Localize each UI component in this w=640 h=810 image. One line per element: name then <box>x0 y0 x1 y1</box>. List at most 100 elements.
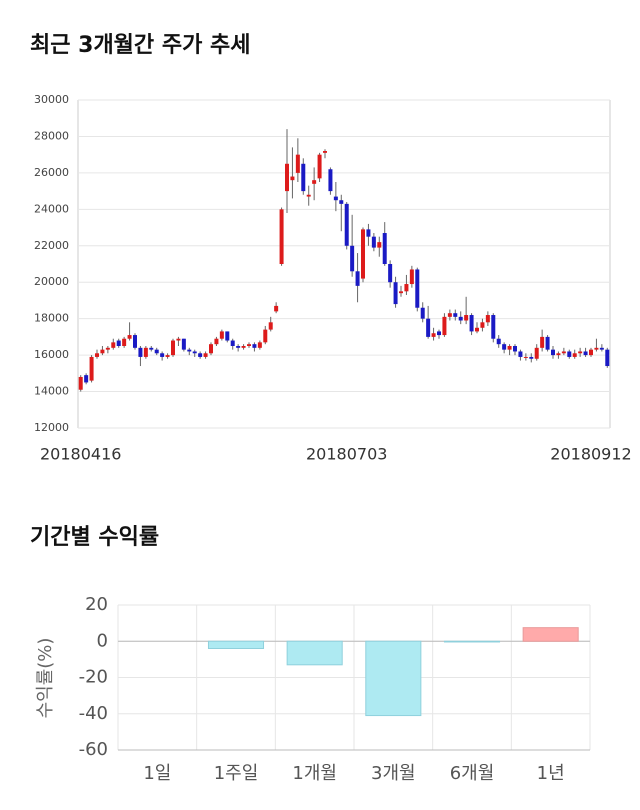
candle-body <box>355 271 360 286</box>
candle-body <box>225 331 230 341</box>
candle-body <box>192 351 197 354</box>
x-tick-label: 1개월 <box>292 763 337 784</box>
candle-body <box>306 194 311 197</box>
candle-body <box>518 351 523 357</box>
candle-body <box>100 349 105 354</box>
candle-body <box>399 291 403 294</box>
y-tick-label: 30000 <box>34 93 69 106</box>
bar <box>365 640 422 717</box>
candle-body <box>219 331 224 339</box>
candle-body <box>257 342 262 348</box>
section-title: 최근 3개월간 주가 추세 <box>30 33 250 58</box>
candle-body <box>214 338 219 345</box>
candle-body <box>556 353 561 356</box>
candle-body <box>561 351 566 354</box>
candle-body <box>187 349 192 352</box>
y-tick-label: -40 <box>79 703 108 724</box>
candle-body <box>572 353 577 357</box>
candle-body <box>247 344 251 346</box>
candle-body <box>268 322 273 330</box>
candle-body <box>523 356 528 358</box>
candle-body <box>420 307 425 319</box>
candle-body <box>447 313 452 317</box>
candle-body <box>599 347 604 350</box>
candle-body <box>149 347 154 350</box>
candle-body <box>285 163 289 192</box>
candle-body <box>409 269 414 285</box>
candle-body <box>328 169 333 192</box>
candle-body <box>404 284 409 292</box>
candle-body <box>89 356 94 381</box>
x-tick-label: 6개월 <box>450 763 495 784</box>
candle-body <box>578 351 583 354</box>
candle-body <box>143 347 148 357</box>
candle-body <box>203 353 208 357</box>
candle-body <box>290 176 295 181</box>
candle-body <box>589 349 593 356</box>
candle-body <box>274 305 279 312</box>
x-tick-label: 3개월 <box>371 763 416 784</box>
y-tick-label: -20 <box>79 667 108 688</box>
y-tick-label: 28000 <box>34 129 69 142</box>
candle-body <box>388 264 393 283</box>
x-tick-label: 1일 <box>143 763 171 784</box>
candle-body <box>95 353 99 357</box>
x-tick-label: 20180912 <box>550 445 631 464</box>
candle-body <box>496 338 501 345</box>
candle-body <box>301 163 306 192</box>
candle-body <box>241 346 246 348</box>
candle-body <box>181 338 186 350</box>
x-tick-label: 1년 <box>537 763 565 784</box>
candle-body <box>263 329 268 343</box>
candle-body <box>236 346 241 348</box>
candle-body <box>198 353 203 357</box>
candle-body <box>350 245 355 272</box>
candle-body <box>160 353 165 357</box>
candle-body <box>551 349 555 356</box>
bar <box>207 640 265 649</box>
candle-body <box>84 375 89 383</box>
candle-body <box>583 351 588 356</box>
candle-body <box>127 335 132 339</box>
x-tick-label: 1주일 <box>214 763 259 784</box>
y-tick-label: 22000 <box>34 239 69 252</box>
candle-body <box>133 335 137 348</box>
candle-body <box>534 347 539 359</box>
candle-body <box>317 154 322 179</box>
candle-body <box>361 229 365 279</box>
y-tick-label: 20000 <box>34 275 69 288</box>
bar <box>286 640 343 666</box>
y-tick-label: 16000 <box>34 348 69 361</box>
candle-body <box>333 196 338 201</box>
candle-body <box>154 349 159 354</box>
candle-body <box>209 344 213 354</box>
candle-body <box>567 351 572 357</box>
candle-body <box>464 315 469 321</box>
y-tick-label: 14000 <box>34 385 69 398</box>
candle-body <box>176 338 181 341</box>
candle-body <box>382 233 387 264</box>
candle-body <box>116 340 121 346</box>
candle-body <box>230 340 235 346</box>
candle-body <box>453 313 458 317</box>
bar <box>443 640 501 643</box>
y-tick-label: -60 <box>79 739 108 760</box>
candle-body <box>295 154 300 173</box>
candle-body <box>540 336 545 348</box>
candle-body <box>344 203 349 246</box>
candle-body <box>469 315 474 332</box>
candle-body <box>377 242 382 248</box>
candle-body <box>458 316 463 321</box>
candle-body <box>366 229 371 237</box>
candle-body <box>312 180 317 184</box>
candle-body <box>171 340 175 356</box>
candle-body <box>480 322 485 328</box>
candle-body <box>437 331 441 336</box>
candle-body <box>339 200 344 204</box>
candle-body <box>323 151 327 153</box>
candle-body <box>122 338 127 346</box>
candle-body <box>431 333 436 337</box>
candle-body <box>475 327 479 332</box>
